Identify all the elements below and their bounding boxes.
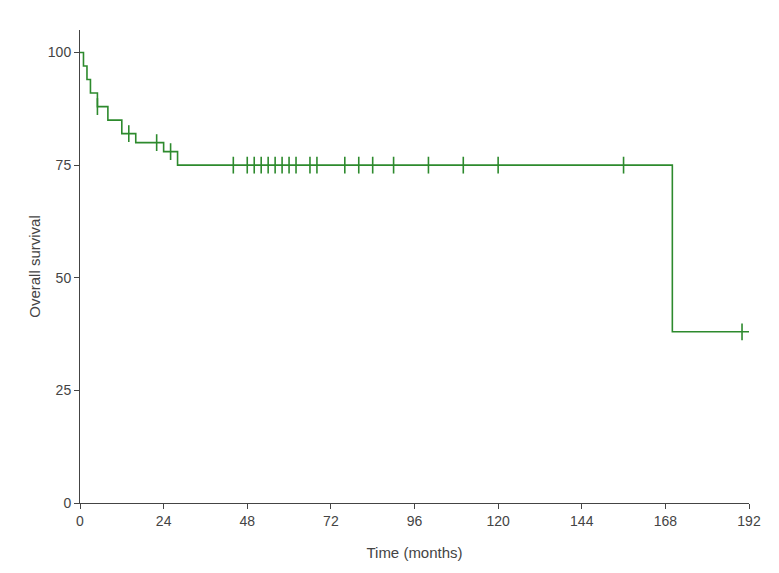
svg-text:24: 24 [156, 513, 172, 529]
svg-text:144: 144 [570, 513, 594, 529]
svg-text:Overall survival: Overall survival [26, 215, 43, 318]
svg-text:75: 75 [56, 157, 72, 173]
svg-text:96: 96 [407, 513, 423, 529]
svg-text:72: 72 [323, 513, 339, 529]
svg-text:48: 48 [239, 513, 255, 529]
svg-text:0: 0 [76, 513, 84, 529]
svg-text:120: 120 [486, 513, 510, 529]
svg-text:168: 168 [654, 513, 678, 529]
svg-text:Time (months): Time (months) [366, 544, 462, 561]
svg-text:192: 192 [737, 513, 761, 529]
svg-text:25: 25 [56, 382, 72, 398]
svg-text:100: 100 [48, 44, 72, 60]
svg-text:0: 0 [63, 495, 71, 511]
svg-text:50: 50 [56, 270, 72, 286]
